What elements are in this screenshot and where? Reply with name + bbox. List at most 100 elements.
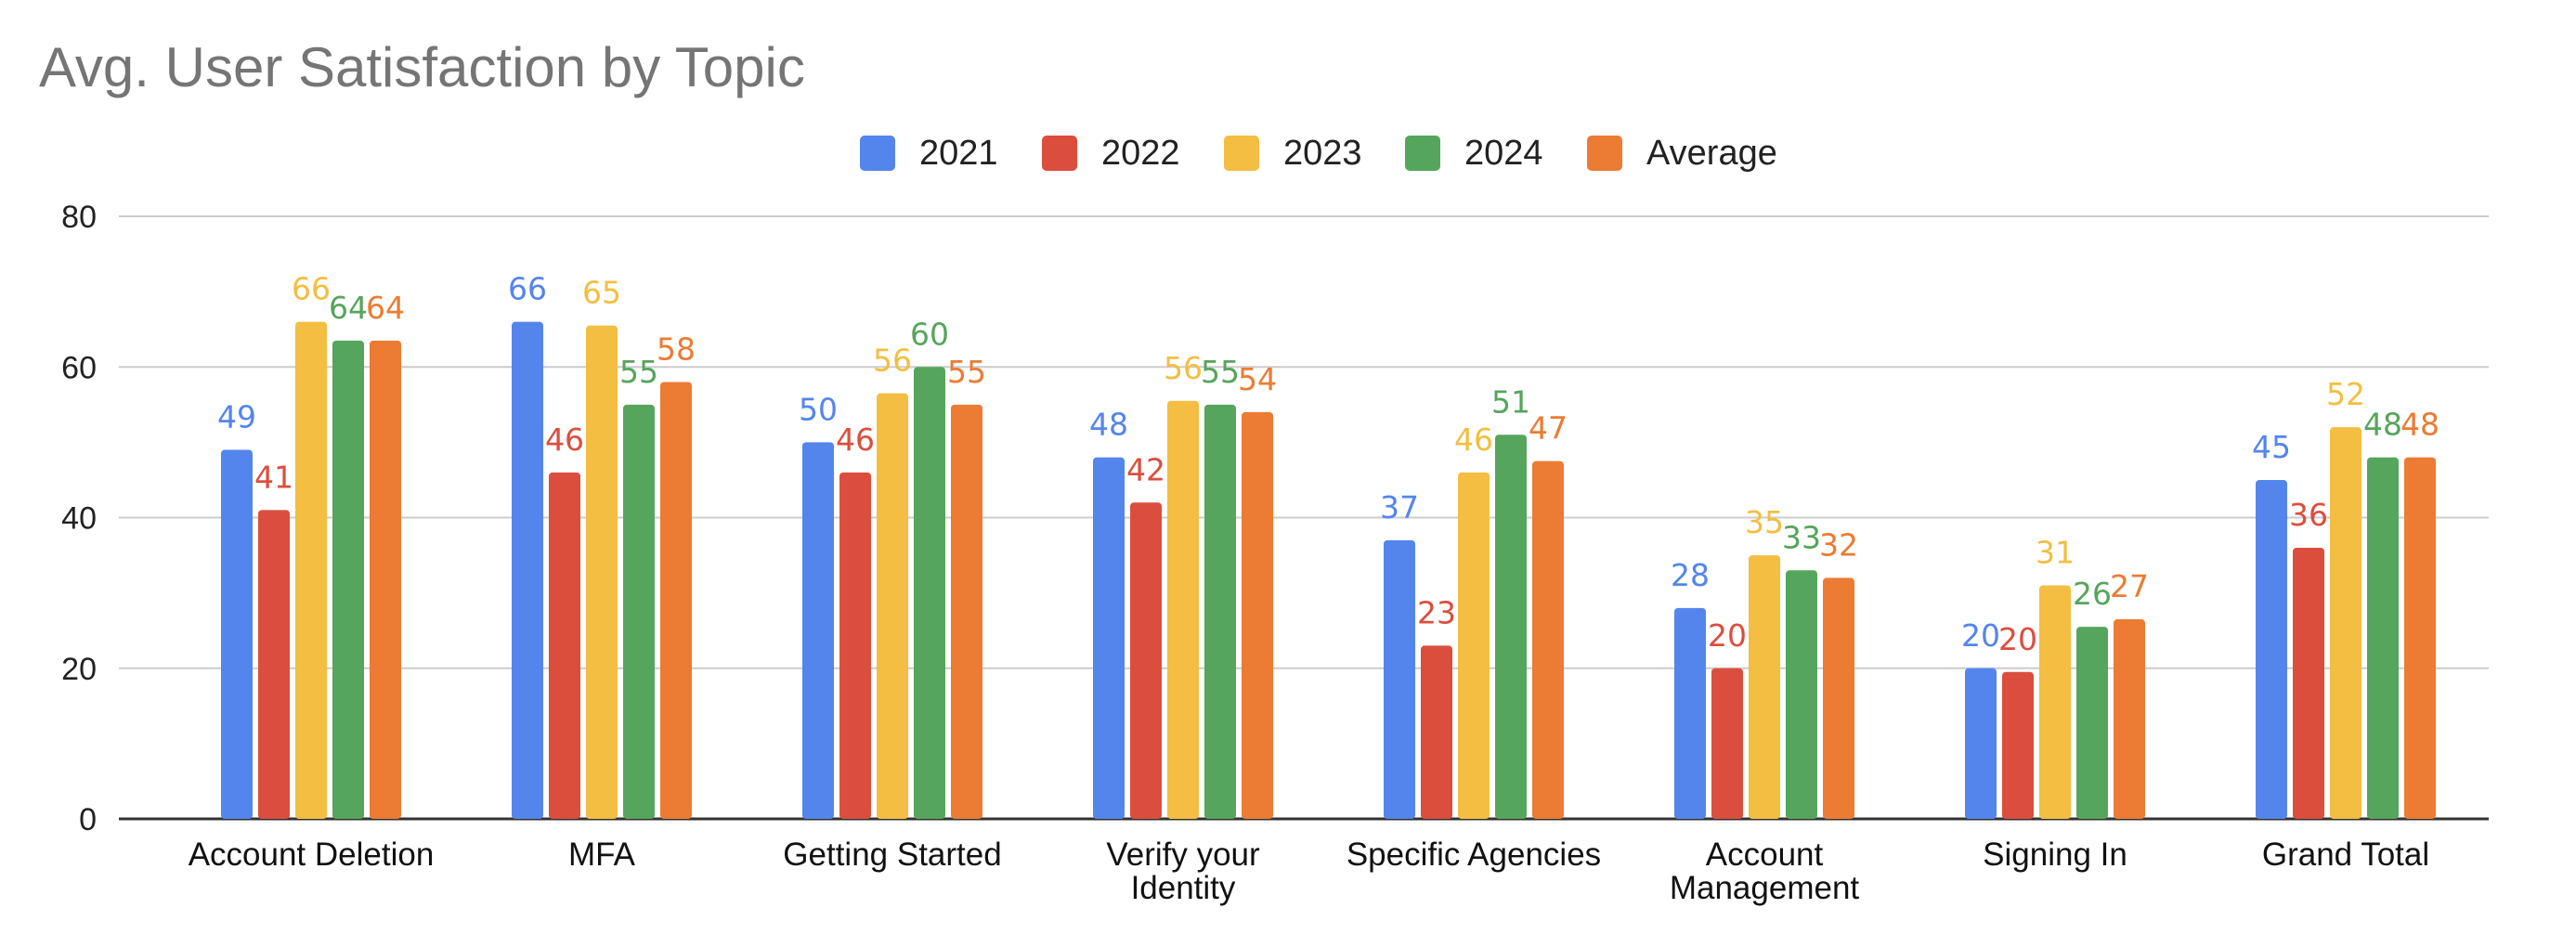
- x-tick-label: Getting Started: [783, 837, 1001, 873]
- data-label: 20: [1998, 621, 2037, 657]
- x-tick-label: MFA: [568, 837, 636, 873]
- bar: [1823, 577, 1854, 819]
- data-label: 46: [545, 422, 584, 458]
- data-label: 41: [254, 459, 293, 495]
- legend-label: Average: [1646, 133, 1777, 173]
- legend-item: 2023: [1224, 130, 1362, 176]
- x-tick-label: Account Deletion: [189, 837, 435, 873]
- legend-label: 2024: [1464, 133, 1543, 173]
- data-label: 45: [2252, 429, 2291, 465]
- data-label: 42: [1126, 451, 1165, 487]
- bar: [802, 442, 834, 819]
- bar: [295, 321, 327, 819]
- bar: [1674, 607, 1706, 819]
- bar: [2256, 479, 2287, 819]
- data-label: 26: [2073, 576, 2112, 612]
- bar: [839, 472, 871, 819]
- x-tick-label: Management: [1670, 870, 1860, 906]
- data-label: 32: [1819, 526, 1858, 563]
- bar: [2002, 671, 2034, 819]
- y-tick-label: 20: [61, 652, 97, 687]
- x-tick-label: Verify your: [1106, 837, 1260, 873]
- data-label: 20: [1961, 617, 2000, 654]
- bar: [2039, 585, 2071, 819]
- data-label: 58: [657, 331, 696, 367]
- data-label: 35: [1745, 504, 1784, 540]
- bar: [623, 404, 655, 819]
- bar: [1532, 461, 1564, 819]
- data-label: 23: [1417, 594, 1456, 630]
- y-tick-label: 60: [61, 350, 97, 385]
- data-label: 20: [1708, 617, 1747, 654]
- legend-item: 2021: [860, 130, 998, 176]
- legend-swatch: [1405, 136, 1440, 171]
- data-label: 56: [873, 343, 912, 379]
- bar: [1711, 668, 1743, 819]
- bar: [1495, 435, 1527, 819]
- bar: [2293, 547, 2324, 819]
- bar: [660, 382, 692, 819]
- x-tick-label: Identity: [1131, 870, 1236, 906]
- bar: [370, 340, 401, 819]
- y-tick-label: 40: [61, 501, 97, 537]
- bar: [512, 321, 543, 819]
- bar: [1242, 411, 1273, 819]
- y-tick-label: 80: [61, 200, 97, 235]
- bar: [1421, 645, 1452, 819]
- bar: [2330, 427, 2361, 819]
- data-label: 66: [292, 271, 331, 307]
- data-label: 49: [217, 398, 256, 435]
- bar: [549, 472, 580, 819]
- data-label: 64: [329, 290, 368, 326]
- data-label: 65: [582, 275, 621, 311]
- bar: [2367, 457, 2399, 819]
- x-tick-label: Signing In: [1983, 837, 2127, 873]
- bar: [2404, 457, 2436, 819]
- x-tick-label: Specific Agencies: [1347, 837, 1601, 873]
- bar: [1786, 570, 1817, 819]
- data-label: 31: [2036, 535, 2075, 571]
- bar: [914, 367, 945, 819]
- data-label: 55: [619, 354, 658, 390]
- bar: [1384, 539, 1415, 819]
- data-label: 48: [2363, 407, 2402, 443]
- bar: [332, 340, 364, 819]
- data-label: 47: [1529, 410, 1568, 447]
- data-label: 50: [799, 391, 838, 427]
- data-label: 66: [508, 271, 547, 307]
- data-label: 55: [947, 354, 986, 390]
- bar: [258, 510, 290, 819]
- legend-swatch: [860, 136, 895, 171]
- legend-label: 2023: [1283, 133, 1362, 173]
- bar: [1965, 668, 1997, 819]
- legend-swatch: [1587, 136, 1622, 171]
- bar: [1458, 472, 1490, 819]
- data-label: 27: [2110, 568, 2149, 604]
- legend-item: 2022: [1042, 130, 1180, 176]
- legend-swatch: [1042, 136, 1077, 171]
- legend-label: 2022: [1101, 133, 1180, 173]
- data-label: 46: [836, 422, 875, 458]
- bar: [877, 393, 908, 819]
- bar: [2076, 627, 2108, 819]
- legend-item: 2024: [1405, 130, 1543, 176]
- legend-label: 2021: [919, 133, 998, 173]
- legend: 2021 2022 2023 2024 Average: [0, 130, 2576, 176]
- data-label: 55: [1201, 354, 1240, 390]
- bar: [586, 325, 618, 820]
- data-label: 33: [1782, 519, 1821, 555]
- data-label: 54: [1238, 361, 1277, 397]
- y-tick-label: 0: [79, 802, 97, 837]
- bar: [221, 449, 253, 819]
- chart-title: Avg. User Satisfaction by Topic: [39, 36, 805, 98]
- data-label: 48: [1089, 407, 1128, 443]
- data-label: 56: [1164, 350, 1203, 386]
- data-label: 37: [1380, 489, 1419, 525]
- bar: [1093, 457, 1125, 819]
- legend-swatch: [1224, 136, 1259, 171]
- data-label: 52: [2326, 376, 2365, 412]
- bar: [1204, 404, 1236, 819]
- x-tick-label: Grand Total: [2262, 837, 2429, 873]
- legend-item: Average: [1587, 130, 1777, 176]
